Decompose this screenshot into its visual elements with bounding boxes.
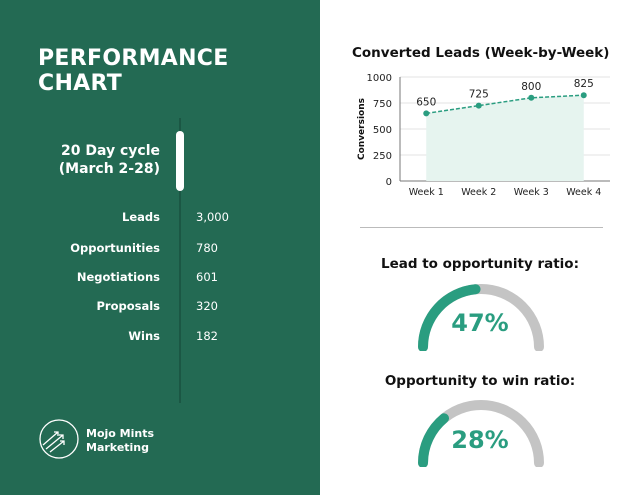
metric-label: Negotiations bbox=[76, 270, 160, 284]
arrows-circle-icon bbox=[39, 419, 79, 459]
cycle-line: 20 Day cycle bbox=[60, 143, 160, 159]
gauge-title: Opportunity to win ratio: bbox=[384, 373, 576, 389]
y-tick-label: 750 bbox=[373, 99, 392, 110]
divider-line bbox=[179, 118, 181, 403]
brand-name: Mojo Mints Marketing bbox=[86, 427, 154, 455]
data-point bbox=[580, 92, 587, 99]
data-point bbox=[528, 94, 535, 101]
data-point bbox=[475, 102, 482, 109]
x-tick-label: Week 3 bbox=[514, 187, 549, 198]
highlight-bar bbox=[176, 131, 184, 191]
metric-value: 320 bbox=[196, 299, 218, 313]
gauge-opportunity-win bbox=[418, 400, 544, 467]
line-chart: 0 250 500 750 1000 650 Week 1 725 Week 2 800 Week … bbox=[357, 73, 610, 198]
series-line bbox=[426, 94, 584, 115]
data-label: 800 bbox=[521, 81, 541, 93]
metric-label: Opportunities bbox=[70, 241, 160, 255]
metric-value: 780 bbox=[196, 241, 218, 255]
metric-value: 182 bbox=[196, 329, 218, 343]
metric-label: Wins bbox=[128, 329, 160, 343]
metric-label: Leads bbox=[122, 210, 160, 224]
cycle-line: (March 2-28) bbox=[58, 161, 160, 177]
area-fill bbox=[426, 95, 584, 181]
y-tick-label: 1000 bbox=[367, 73, 392, 84]
gauge-title: Lead to opportunity ratio: bbox=[381, 256, 579, 272]
y-axis-label: Conversions bbox=[357, 98, 367, 160]
gauge-value: 28% bbox=[451, 426, 509, 454]
brand-line: Mojo Mints bbox=[86, 427, 155, 440]
title-line: CHART bbox=[38, 71, 123, 96]
gauge-fill bbox=[418, 284, 481, 351]
x-tick-label: Week 1 bbox=[409, 187, 444, 198]
data-label: 825 bbox=[574, 78, 594, 90]
chart-title: Converted Leads (Week-by-Week) bbox=[352, 45, 610, 61]
data-label: 650 bbox=[416, 96, 436, 108]
metric-label: Proposals bbox=[96, 299, 160, 313]
left-panel: PERFORMANCE CHART 20 Day cycle (March 2-28… bbox=[0, 0, 320, 495]
y-tick-label: 0 bbox=[386, 177, 392, 188]
y-tick-label: 500 bbox=[373, 125, 392, 136]
gauge-lead-opportunity bbox=[418, 284, 544, 351]
metric-value: 601 bbox=[196, 270, 218, 284]
data-point bbox=[423, 110, 430, 117]
brand-line: Marketing bbox=[86, 441, 150, 454]
gauge-value: 47% bbox=[451, 309, 509, 337]
metric-value: 3,000 bbox=[196, 210, 229, 224]
gauge-fill bbox=[418, 413, 450, 467]
x-tick-label: Week 2 bbox=[461, 187, 496, 198]
section-divider bbox=[360, 227, 603, 228]
page-title: PERFORMANCE CHART bbox=[38, 46, 229, 96]
data-label: 725 bbox=[469, 89, 489, 101]
title-line: PERFORMANCE bbox=[38, 46, 229, 71]
x-tick-label: Week 4 bbox=[566, 187, 601, 198]
y-tick-label: 250 bbox=[373, 151, 392, 162]
cycle-label: 20 Day cycle (March 2-28) bbox=[59, 142, 160, 178]
